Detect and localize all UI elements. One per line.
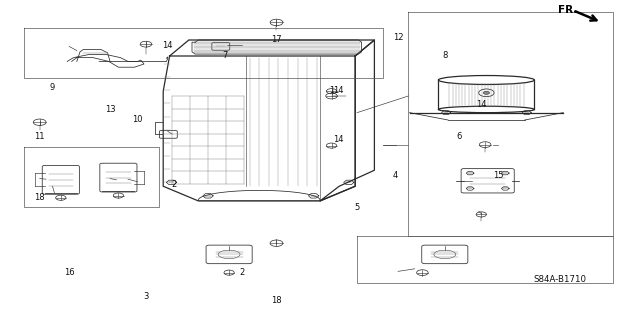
Text: 2: 2 xyxy=(239,268,244,277)
Text: 8: 8 xyxy=(442,51,447,60)
Text: 2: 2 xyxy=(172,180,177,189)
Text: 14: 14 xyxy=(476,100,486,109)
Text: 14: 14 xyxy=(333,135,343,144)
Text: 18: 18 xyxy=(271,296,282,305)
Text: 15: 15 xyxy=(493,171,503,180)
Text: 4: 4 xyxy=(393,171,398,180)
Text: 10: 10 xyxy=(132,115,143,124)
Text: FR.: FR. xyxy=(558,4,577,15)
Text: 14: 14 xyxy=(163,41,173,50)
Text: 13: 13 xyxy=(105,105,115,114)
Text: 16: 16 xyxy=(64,268,74,277)
Text: 3: 3 xyxy=(143,292,148,301)
Text: 1: 1 xyxy=(329,86,334,95)
Text: 14: 14 xyxy=(333,86,343,95)
Text: 6: 6 xyxy=(457,132,462,141)
Text: 5: 5 xyxy=(355,203,360,212)
Text: 17: 17 xyxy=(271,35,282,44)
Text: 12: 12 xyxy=(393,33,403,42)
Text: 18: 18 xyxy=(35,193,45,202)
Circle shape xyxy=(483,91,490,94)
Text: 9: 9 xyxy=(50,83,55,92)
Text: 11: 11 xyxy=(35,132,45,141)
Text: S84A-B1710: S84A-B1710 xyxy=(534,275,586,284)
Text: 7: 7 xyxy=(223,51,228,60)
